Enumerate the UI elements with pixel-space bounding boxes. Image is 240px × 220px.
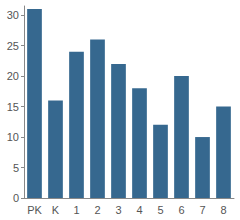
- svg-text:3: 3: [115, 204, 121, 216]
- svg-text:5: 5: [157, 204, 163, 216]
- svg-text:10: 10: [7, 131, 19, 143]
- svg-text:15: 15: [7, 101, 19, 113]
- svg-text:2: 2: [94, 204, 100, 216]
- svg-text:6: 6: [178, 204, 184, 216]
- svg-text:7: 7: [199, 204, 205, 216]
- svg-text:30: 30: [7, 9, 19, 21]
- svg-text:8: 8: [220, 204, 226, 216]
- svg-text:K: K: [52, 204, 60, 216]
- svg-text:1: 1: [73, 204, 79, 216]
- svg-text:5: 5: [13, 162, 19, 174]
- svg-text:4: 4: [136, 204, 142, 216]
- svg-text:25: 25: [7, 40, 19, 52]
- svg-text:20: 20: [7, 70, 19, 82]
- svg-text:PK: PK: [27, 204, 42, 216]
- svg-text:0: 0: [13, 192, 19, 204]
